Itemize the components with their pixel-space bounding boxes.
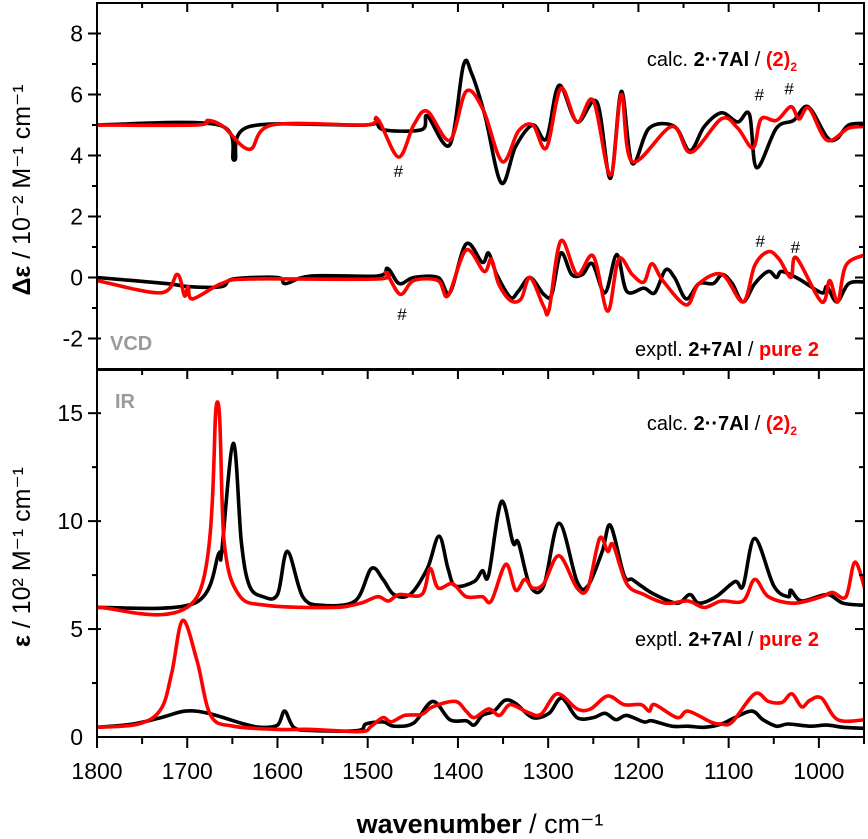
ir-axes-frame bbox=[96, 369, 865, 738]
annotation-hash: # bbox=[397, 305, 407, 324]
calc-prefix: calc. bbox=[647, 413, 694, 435]
x-axis-label-main: wavenumber bbox=[356, 809, 523, 839]
x-axis-label: wavenumber / cm⁻¹ bbox=[356, 809, 604, 839]
exptl-prefix: exptl. bbox=[635, 339, 688, 361]
x-tick-label: 1000 bbox=[793, 758, 844, 784]
exptl-pure: pure 2 bbox=[759, 339, 819, 361]
vcd-exptl-label: exptl. 2+7Al / pure 2 bbox=[635, 339, 819, 361]
x-axis-label-unit: / cm⁻¹ bbox=[522, 809, 604, 839]
x-tick-label: 1600 bbox=[252, 758, 303, 784]
ir-y-axis-unit: / 10² M⁻¹ cm⁻¹ bbox=[8, 467, 36, 635]
vcd-y-axis-unit: / 10⁻² M⁻¹ cm⁻¹ bbox=[8, 84, 36, 265]
annotation-hash: # bbox=[755, 86, 765, 105]
x-tick-label: 1500 bbox=[342, 758, 393, 784]
calc-dimer: (2) bbox=[766, 49, 790, 71]
calc-sep: / bbox=[749, 49, 766, 71]
ir-y-axis-symbol: ε bbox=[8, 635, 36, 647]
exptl-mix: 2+7Al bbox=[688, 629, 742, 651]
x-tick-label: 1400 bbox=[432, 758, 483, 784]
vcd-series-calc-2-2 bbox=[97, 86, 864, 178]
y-tick-label: 15 bbox=[57, 400, 83, 426]
ir-panel-label: IR bbox=[115, 391, 136, 413]
ir-series-exptl-pure-2 bbox=[97, 618, 864, 734]
vcd-series-group bbox=[97, 58, 864, 317]
ir-series-calc-2-2 bbox=[97, 400, 864, 617]
vcd-series-exptl-2-7al bbox=[97, 241, 864, 304]
calc-dimer-sub: 2 bbox=[790, 424, 797, 438]
vcd-series-exptl-pure-2 bbox=[97, 238, 864, 317]
y-tick-label: 10 bbox=[57, 508, 83, 534]
ir-calc-label: calc. 2··7Al / (2)2 bbox=[647, 413, 797, 438]
calc-compound: 2··7Al bbox=[694, 49, 750, 71]
calc-dimer: (2) bbox=[766, 413, 790, 435]
y-tick-label: -2 bbox=[63, 326, 83, 352]
x-tick-labels: 1800 1700 1600 1500 1400 1300 1200 1100 … bbox=[71, 758, 844, 784]
annotation-hash: # bbox=[791, 238, 801, 257]
exptl-mix: 2+7Al bbox=[688, 339, 742, 361]
calc-sep: / bbox=[749, 413, 766, 435]
y-tick-label: 6 bbox=[70, 82, 83, 108]
y-tick-label: 0 bbox=[70, 265, 83, 291]
calc-dimer-sub: 2 bbox=[790, 60, 797, 74]
x-tick-label: 1300 bbox=[523, 758, 574, 784]
y-tick-label: 4 bbox=[70, 143, 83, 169]
vcd-y-axis-symbol: Δε bbox=[8, 266, 36, 296]
vcd-y-tick-labels: -2 0 2 4 6 8 bbox=[63, 21, 84, 352]
annotation-hash: # bbox=[784, 79, 794, 98]
y-tick-label: 8 bbox=[70, 21, 83, 47]
x-tick-label: 1200 bbox=[613, 758, 664, 784]
exptl-pure: pure 2 bbox=[759, 629, 819, 651]
plot-area bbox=[97, 58, 864, 734]
ir-y-axis-label: ε / 10² M⁻¹ cm⁻¹ bbox=[8, 467, 36, 647]
axis-ticks bbox=[88, 3, 865, 748]
calc-compound: 2··7Al bbox=[694, 413, 750, 435]
x-tick-label: 1100 bbox=[704, 758, 753, 784]
vcd-calc-label: calc. 2··7Al / (2)2 bbox=[647, 49, 797, 74]
exptl-prefix: exptl. bbox=[635, 629, 688, 651]
y-tick-label: 2 bbox=[70, 204, 83, 230]
x-tick-label: 1800 bbox=[71, 758, 122, 784]
x-tick-label: 1700 bbox=[162, 758, 213, 784]
ir-y-tick-labels: 0 5 10 15 bbox=[57, 400, 83, 750]
y-tick-label: 5 bbox=[70, 616, 83, 642]
ir-exptl-label: exptl. 2+7Al / pure 2 bbox=[635, 629, 819, 651]
annotation-hash: # bbox=[755, 232, 765, 251]
vcd-y-axis-label: Δε / 10⁻² M⁻¹ cm⁻¹ bbox=[8, 84, 36, 295]
annotations: # # # # # # bbox=[394, 79, 801, 324]
ir-series-calc-2-7al bbox=[97, 441, 864, 611]
exptl-sep: / bbox=[742, 629, 759, 651]
y-tick-label: 0 bbox=[70, 724, 83, 750]
annotation-hash: # bbox=[394, 162, 404, 181]
calc-prefix: calc. bbox=[647, 49, 694, 71]
exptl-sep: / bbox=[742, 339, 759, 361]
vcd-panel-label: VCD bbox=[110, 333, 152, 355]
ir-series-group bbox=[97, 400, 864, 734]
